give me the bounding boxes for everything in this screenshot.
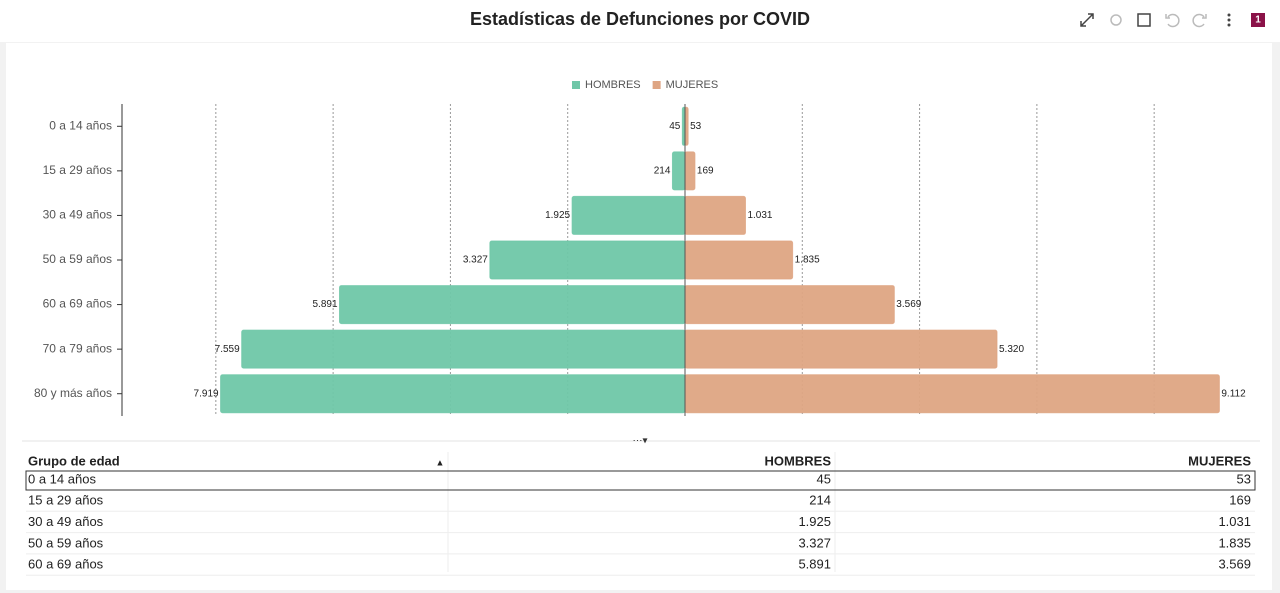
table-cell: 45 <box>817 471 831 486</box>
resize-handle[interactable]: ⋯▾ <box>632 436 647 447</box>
menu-icon[interactable] <box>1227 13 1231 27</box>
value-label: 169 <box>697 165 714 176</box>
table-cell: 0 a 14 años <box>28 471 96 486</box>
legend-swatch <box>572 81 580 89</box>
bar <box>241 329 686 369</box>
y-tick-label: 30 a 49 años <box>43 208 112 222</box>
table-cell: 3.327 <box>798 535 831 550</box>
value-label: 3.569 <box>896 299 921 310</box>
bar <box>684 195 746 235</box>
bar <box>684 329 998 369</box>
table-cell: 5.891 <box>798 557 831 572</box>
bar <box>684 240 794 280</box>
selected-row <box>25 470 1256 491</box>
panel-icon[interactable] <box>1137 13 1151 27</box>
value-label: 214 <box>654 165 671 176</box>
top-bar <box>0 0 1280 42</box>
table-cell: 53 <box>1237 471 1251 486</box>
value-label: 1.835 <box>795 255 820 266</box>
y-tick-label: 80 y más años <box>34 386 112 400</box>
value-label: 5.891 <box>312 299 337 310</box>
table-cell: 1.925 <box>798 514 831 529</box>
bar <box>684 151 696 191</box>
value-label: 1.031 <box>747 210 772 221</box>
value-label: 7.919 <box>194 388 219 399</box>
table-cell: 1.031 <box>1218 514 1251 529</box>
y-tick-label: 70 a 79 años <box>43 341 112 355</box>
table-header: Grupo de edad <box>28 453 120 468</box>
bar <box>571 195 686 235</box>
page-title: Estadísticas de Defunciones por COVID <box>470 9 810 29</box>
y-tick-label: 50 a 59 años <box>43 252 112 266</box>
value-label: 5.320 <box>999 344 1024 355</box>
value-label: 1.925 <box>545 210 570 221</box>
table-header: HOMBRES <box>765 453 832 468</box>
table-cell: 15 a 29 años <box>28 493 104 508</box>
toolbar[interactable] <box>1080 13 1207 28</box>
value-label: 7.559 <box>215 344 240 355</box>
table-cell: 169 <box>1229 493 1251 508</box>
table-cell: 1.835 <box>1218 535 1251 550</box>
table-cell: 30 a 49 años <box>28 514 104 529</box>
value-label: 53 <box>690 121 702 132</box>
redo-icon[interactable] <box>1192 13 1207 28</box>
value-label: 45 <box>669 121 681 132</box>
bar <box>671 151 686 191</box>
table-header: MUJERES <box>1188 453 1251 468</box>
sync-icon[interactable] <box>1110 14 1122 26</box>
legend-label: HOMBRES <box>585 79 641 91</box>
bar <box>489 240 686 280</box>
value-label: 3.327 <box>463 255 488 266</box>
legend-swatch <box>652 81 661 89</box>
bar <box>220 374 686 414</box>
badge-text: 1 <box>1255 15 1261 26</box>
y-tick-label: 60 a 69 años <box>43 297 112 311</box>
expand-icon[interactable] <box>1080 13 1094 27</box>
table-cell: 214 <box>809 493 831 508</box>
legend-label: MUJERES <box>666 79 719 91</box>
value-label: 9.112 <box>1221 388 1246 399</box>
undo-icon[interactable] <box>1165 13 1180 28</box>
y-tick-label: 15 a 29 años <box>43 163 112 177</box>
y-tick-label: 0 a 14 años <box>49 118 112 132</box>
table-cell: 3.569 <box>1218 557 1251 572</box>
badge[interactable] <box>1251 13 1265 27</box>
bar <box>684 374 1220 414</box>
bar <box>684 285 895 325</box>
table-cell: 60 a 69 años <box>28 557 104 572</box>
sort-icon: ▲ <box>436 457 445 467</box>
table-cell: 50 a 59 años <box>28 535 104 550</box>
bar <box>339 285 686 325</box>
